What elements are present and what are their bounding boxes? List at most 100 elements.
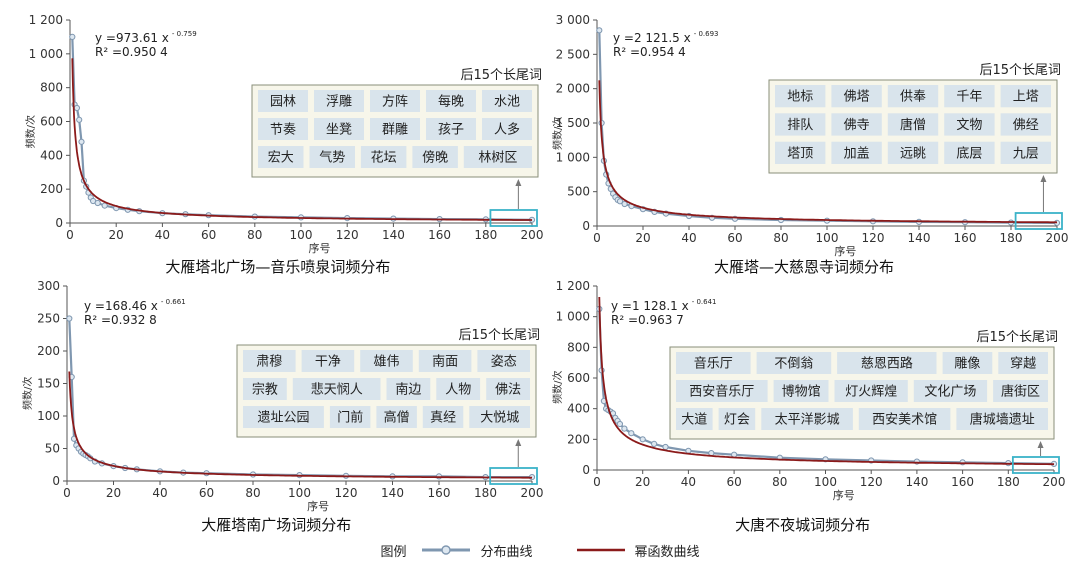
y-tick-label: 1 000: [556, 310, 590, 324]
tail-word-tag: [756, 352, 832, 374]
tail-word-tag: [258, 146, 304, 168]
tail-word-label: 穿越: [1010, 356, 1036, 372]
tail-word-tag: [243, 378, 287, 400]
y-tick-label: 250: [37, 312, 60, 326]
tail-word-tag: [858, 408, 951, 430]
r-squared-label: R² =0.963 7: [611, 313, 684, 327]
x-tick-label: 80: [247, 228, 262, 242]
tail-word-label: 节奏: [270, 123, 296, 138]
tail-word-tag: [436, 378, 481, 400]
distribution-point: [621, 425, 628, 432]
x-tick-label: 40: [155, 228, 170, 242]
tail-word-tag: [834, 380, 908, 402]
tail-word-tag: [370, 118, 420, 140]
y-tick-label: 1 200: [556, 279, 590, 293]
distribution-point: [685, 447, 692, 454]
tail-word-label: 灯火辉煌: [845, 385, 897, 400]
x-tick-label: 40: [681, 231, 696, 245]
chart-title: 大雁塔南广场词频分布: [201, 516, 351, 534]
tail-title: 后15个长尾词: [458, 328, 540, 343]
x-tick-label: 120: [336, 228, 359, 242]
x-tick-label: 100: [288, 486, 311, 500]
tail-word-tag: [386, 378, 431, 400]
x-tick-label: 80: [772, 475, 787, 489]
tail-word-tag: [773, 380, 829, 402]
equation-label: y =168.46 x: [84, 299, 158, 313]
tail-word-tag: [463, 146, 532, 168]
tail-word-label: 唐街区: [1001, 384, 1040, 400]
distribution-point: [66, 315, 73, 322]
tail-word-tag: [993, 380, 1048, 402]
tail-word-tag: [676, 352, 751, 374]
distribution-point: [628, 430, 635, 437]
y-tick-label: 150: [37, 377, 60, 391]
tail-word-tag: [775, 85, 826, 108]
x-tick-label: 120: [335, 486, 358, 500]
tail-word-tag: [370, 90, 420, 112]
tail-word-tag: [482, 118, 532, 140]
tail-word-label: 音乐厅: [694, 356, 733, 372]
x-tick-label: 200: [1046, 231, 1069, 245]
x-tick-label: 120: [862, 231, 885, 245]
tail-word-label: 南边: [395, 382, 421, 398]
y-axis-label: 频数/次: [551, 371, 564, 404]
tail-word-tag: [426, 118, 476, 140]
x-tick-label: 200: [1043, 475, 1066, 489]
x-tick-label: 40: [681, 475, 696, 489]
tail-highlight-box: [1011, 456, 1060, 474]
chart-panel-3: 0 50 100 150 200 250 300 0 20 40 60 80 100 120 140 160 1…: [21, 279, 543, 534]
tail-arrow-head-icon: [1037, 441, 1044, 448]
distribution-point: [76, 116, 83, 123]
tail-word-tag: [314, 90, 364, 112]
tail-arrow-head-icon: [515, 439, 522, 446]
tail-word-label: 排队: [787, 118, 813, 133]
tail-word-label: 孩子: [438, 123, 464, 138]
y-tick-label: 800: [567, 340, 590, 354]
x-tick-label: 0: [593, 475, 601, 489]
y-tick-label: 600: [567, 371, 590, 385]
y-tick-label: 1 000: [556, 150, 590, 164]
y-tick-label: 100: [37, 409, 60, 423]
tail-word-label: 西安音乐厅: [689, 384, 754, 400]
tail-word-label: 群雕: [382, 123, 408, 138]
distribution-point: [78, 138, 85, 145]
power-swatch-icon: [576, 548, 625, 552]
x-tick-label: 60: [199, 486, 214, 500]
x-tick-label: 160: [954, 231, 977, 245]
tail-word-tag: [422, 406, 464, 428]
y-tick-label: 300: [37, 279, 60, 293]
tail-word-label: 佛法: [495, 383, 521, 398]
legend-item-power: 幂函数曲线: [575, 541, 700, 560]
power-curve: [598, 80, 1057, 224]
tail-word-tag: [418, 350, 472, 372]
tail-word-label: 远眺: [900, 146, 926, 161]
x-tick-label: 20: [106, 486, 121, 500]
y-tick-label: 400: [567, 402, 590, 416]
power-curve: [71, 58, 532, 221]
tail-word-tag: [469, 406, 530, 428]
tail-word-label: 底层: [956, 145, 982, 161]
y-tick-label: 1 500: [556, 116, 590, 130]
tail-word-tag: [243, 406, 324, 428]
tail-highlight-box: [1014, 212, 1063, 230]
x-tick-label: 80: [773, 231, 788, 245]
tail-word-tag: [412, 146, 458, 168]
y-tick-label: 0: [582, 219, 590, 233]
tail-word-label: 西安美术馆: [872, 413, 937, 428]
tail-word-label: 雄伟: [373, 355, 399, 370]
x-tick-label: 0: [63, 486, 71, 500]
x-tick-label: 160: [428, 486, 451, 500]
tail-word-label: 门前: [337, 410, 363, 426]
y-tick-label: 0: [55, 216, 63, 230]
tail-word-tag: [944, 85, 995, 108]
equation-exponent: - 0.641: [692, 298, 717, 306]
tail-word-label: 高僧: [384, 410, 410, 426]
y-tick-label: 600: [40, 115, 63, 129]
tail-highlight-box: [489, 467, 538, 485]
tail-word-tag: [329, 406, 371, 428]
tail-word-tag: [998, 352, 1048, 374]
tail-word-label: 干净: [315, 355, 341, 370]
x-tick-label: 180: [997, 475, 1020, 489]
tail-title: 后15个长尾词: [460, 68, 542, 83]
